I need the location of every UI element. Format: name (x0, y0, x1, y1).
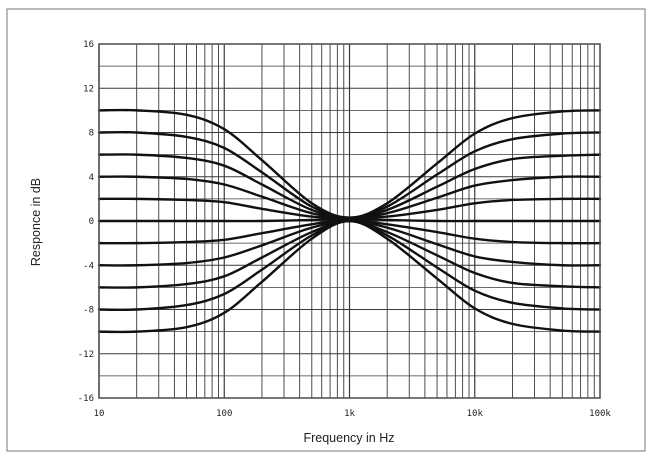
y-tick-label: -16 (78, 394, 94, 404)
y-tick-label: 8 (89, 129, 94, 139)
x-tick-label: 10k (467, 409, 484, 419)
y-tick-label: 16 (83, 40, 94, 50)
y-tick-label: -4 (83, 261, 94, 271)
x-axis-title: Frequency in Hz (303, 431, 394, 445)
x-tick-label: 1k (344, 409, 355, 419)
x-tick-label: 100 (216, 409, 232, 419)
x-tick-label: 100k (589, 409, 611, 419)
y-tick-label: 4 (89, 173, 94, 183)
x-tick-label: 10 (94, 409, 105, 419)
y-axis-title: Responce in dB (29, 178, 43, 266)
plot-frame (98, 43, 601, 399)
series-group (97, 108, 602, 334)
y-tick-label: 0 (89, 217, 94, 227)
y-tick-label: -8 (83, 306, 94, 316)
tick-labels: 10 100 1k 10k 100k 16 12 8 4 0 -4 -8 -12 -16 (78, 40, 612, 419)
y-tick-label: -12 (78, 350, 94, 360)
series-curve-11 (97, 219, 602, 334)
y-tick-label: 12 (83, 84, 94, 94)
